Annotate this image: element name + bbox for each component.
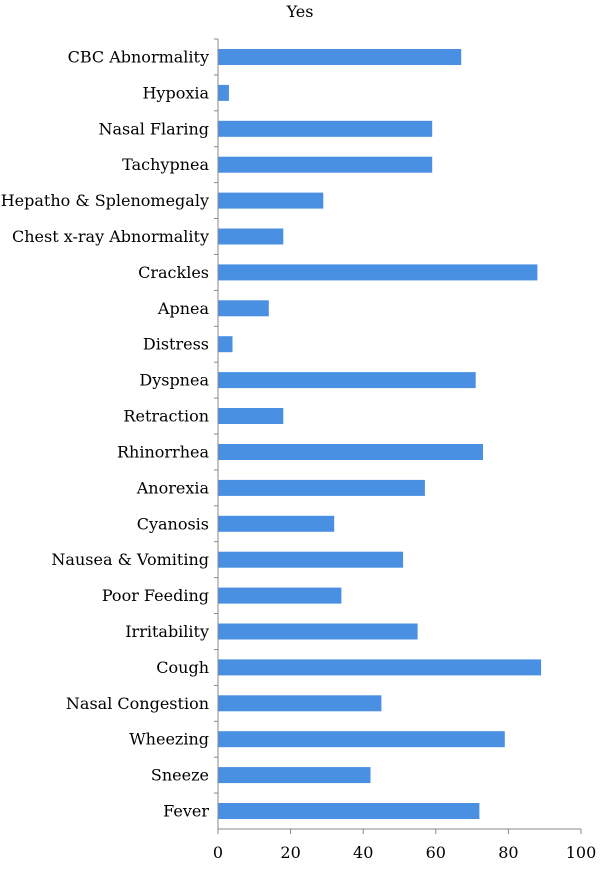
x-tick-label: 80 [498,843,518,862]
bar-nasal-flaring [218,120,433,137]
bar-hepatho-splenomegaly [218,192,324,209]
bar-distress [218,336,233,353]
category-label-rhinorrhea: Rhinorrhea [117,443,209,462]
bar-cbc-abnormality [218,49,462,65]
chart-title: Yes [286,2,314,21]
category-label-wheezing: Wheezing [129,730,209,749]
category-labels: CBC Abnormality Hypoxia Nasal Flaring Tachy… [1,48,210,821]
bar-sneeze [218,767,371,784]
category-label-hypoxia: Hypoxia [142,83,209,102]
category-label-poor-feeding: Poor Feeding [102,586,209,605]
category-label-crackles: Crackles [138,263,209,282]
bar-retraction [218,408,284,424]
category-label-nausea-vomiting: Nausea & Vomiting [51,550,209,569]
category-label-distress: Distress [143,335,209,354]
bar-nasal-congestion [218,695,382,712]
category-label-dyspnea: Dyspnea [139,371,209,390]
bar-cyanosis [218,515,335,532]
category-label-cyanosis: Cyanosis [137,514,209,533]
bar-chest-x-ray-abnormality [218,228,284,245]
bar-cough [218,659,542,676]
bar-crackles [218,264,538,281]
bar-irritability [218,623,418,640]
bar-apnea [218,300,269,317]
x-tick-label: 20 [280,843,300,862]
bar-anorexia [218,479,425,496]
bar-dyspnea [218,372,476,389]
category-label-cough: Cough [156,658,209,677]
x-tick-label: 40 [353,843,373,862]
x-tick-label: 0 [213,843,223,862]
category-label-sneeze: Sneeze [151,766,209,785]
category-label-nasal-congestion: Nasal Congestion [66,694,209,713]
bar-wheezing [218,731,505,748]
category-label-nasal-flaring: Nasal Flaring [98,119,209,138]
x-tick-label: 100 [566,843,597,862]
category-label-hepatho-splenomegaly: Hepatho & Splenomegaly [1,191,209,210]
bar-tachypnea [218,156,433,173]
category-label-tachypnea: Tachypnea [122,155,209,174]
category-label-cbc-abnormality: CBC Abnormality [68,48,209,67]
bar-rhinorrhea [218,444,483,460]
axis-layer: 0 20 40 60 80 100 [213,38,597,862]
category-label-apnea: Apnea [157,299,210,318]
bars-layer [218,49,542,819]
category-label-retraction: Retraction [123,407,209,426]
x-tick-label: 60 [426,843,446,862]
category-label-irritability: Irritability [125,622,209,641]
category-label-anorexia: Anorexia [136,478,210,497]
bar-fever [218,803,480,819]
bar-hypoxia [218,84,229,101]
bar-nausea-vomiting [218,551,404,568]
category-label-chest-x-ray-abnormality: Chest x-ray Abnormality [12,227,209,246]
category-label-fever: Fever [163,802,209,821]
bar-poor-feeding [218,587,342,604]
